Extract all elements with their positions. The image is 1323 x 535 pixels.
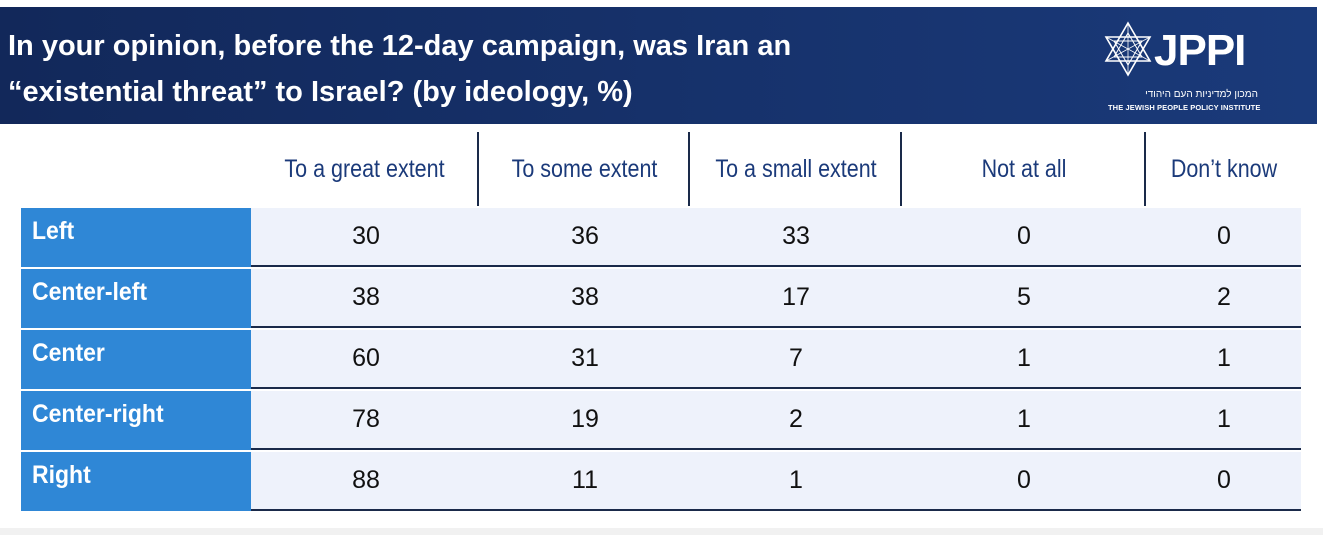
- logo-wordmark: JPPI: [1154, 26, 1246, 75]
- title-line-1: In your opinion, before the 12-day campa…: [8, 30, 792, 62]
- logo-english-tagline: THE JEWISH PEOPLE POLICY INSTITUTE: [1108, 103, 1261, 112]
- header-banner: In your opinion, before the 12-day campa…: [0, 7, 1317, 124]
- table-cell: 1: [1217, 405, 1231, 433]
- table-cell: 1: [789, 466, 803, 494]
- jppi-logo: JPPI המכון למדיניות העם היהודי THE JEWIS…: [1100, 19, 1270, 119]
- table-cell: 30: [352, 222, 380, 250]
- row-label: Center-right: [21, 391, 251, 450]
- row-body: 30 36 33 0 0: [251, 208, 1301, 267]
- row-body: 38 38 17 5 2: [251, 269, 1301, 328]
- column-divider: [688, 132, 690, 206]
- column-divider: [477, 132, 479, 206]
- logo-hebrew-tagline: המכון למדיניות העם היהודי: [1145, 89, 1258, 100]
- table-row: Right 88 11 1 0 0: [21, 452, 1301, 511]
- column-header: To a great extent: [284, 154, 445, 183]
- column-divider: [900, 132, 902, 206]
- table-cell: 36: [571, 222, 599, 250]
- table-cell: 7: [789, 344, 803, 372]
- table-cell: 1: [1017, 344, 1031, 372]
- row-label-text: Center-left: [32, 278, 148, 306]
- row-label-text: Center: [32, 339, 105, 367]
- row-label: Center: [21, 330, 251, 389]
- table-cell: 38: [352, 283, 380, 311]
- table-cell: 0: [1217, 466, 1231, 494]
- row-body: 88 11 1 0 0: [251, 452, 1301, 511]
- table-cell: 19: [571, 405, 599, 433]
- table-cell: 5: [1017, 283, 1031, 311]
- table-cell: 88: [352, 466, 380, 494]
- bottom-strip: [0, 528, 1323, 535]
- table-row: Center 60 31 7 1 1: [21, 330, 1301, 389]
- table-cell: 2: [1217, 283, 1231, 311]
- table-cell: 0: [1017, 466, 1031, 494]
- table-cell: 0: [1017, 222, 1031, 250]
- row-body: 60 31 7 1 1: [251, 330, 1301, 389]
- row-label-text: Center-right: [32, 400, 164, 428]
- row-label-text: Right: [32, 461, 91, 489]
- row-label: Left: [21, 208, 251, 267]
- star-of-david-icon: [1104, 21, 1152, 77]
- table-cell: 60: [352, 344, 380, 372]
- row-label: Center-left: [21, 269, 251, 328]
- page-title: In your opinion, before the 12-day campa…: [8, 23, 1008, 115]
- column-header: Not at all: [981, 154, 1067, 183]
- table-cell: 1: [1017, 405, 1031, 433]
- title-line-2: “existential threat” to Israel? (by ideo…: [8, 76, 633, 108]
- row-body: 78 19 2 1 1: [251, 391, 1301, 450]
- table-row: Center-right 78 19 2 1 1: [21, 391, 1301, 450]
- table-cell: 33: [782, 222, 810, 250]
- table-cell: 2: [789, 405, 803, 433]
- table-cell: 1: [1217, 344, 1231, 372]
- row-label-text: Left: [32, 217, 75, 245]
- column-header: To some extent: [511, 154, 658, 183]
- table-row: Center-left 38 38 17 5 2: [21, 269, 1301, 328]
- table-cell: 0: [1217, 222, 1231, 250]
- data-table: To a great extent To some extent To a smal…: [0, 124, 1323, 535]
- table-cell: 11: [572, 466, 598, 494]
- column-divider: [1144, 132, 1146, 206]
- table-cell: 17: [782, 283, 810, 311]
- row-label: Right: [21, 452, 251, 511]
- table-cell: 78: [352, 405, 380, 433]
- table-cell: 38: [571, 283, 599, 311]
- column-header: To a small extent: [715, 154, 877, 183]
- table-cell: 31: [571, 344, 599, 372]
- table-row: Left 30 36 33 0 0: [21, 208, 1301, 267]
- column-header: Don’t know: [1170, 154, 1278, 183]
